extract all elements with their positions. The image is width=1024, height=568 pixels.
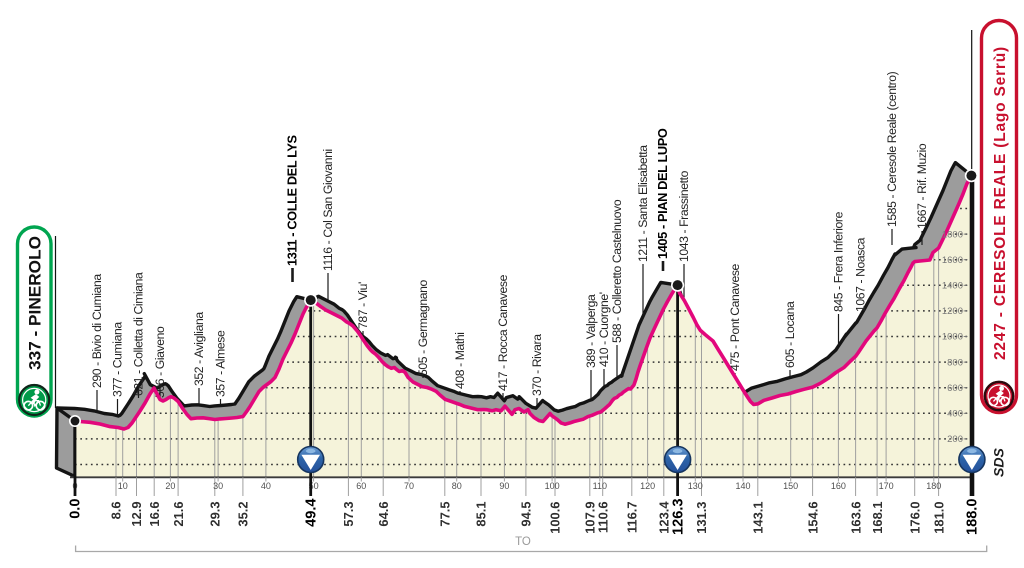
svg-text:787 - Viu': 787 - Viu' xyxy=(356,282,370,329)
svg-text:2247 - CERESOLE REALE (Lago Se: 2247 - CERESOLE REALE (Lago Serrù) xyxy=(992,46,1009,360)
svg-text:588 - Colleretto Castelnuovo: 588 - Colleretto Castelnuovo xyxy=(610,199,624,343)
svg-text:600: 600 xyxy=(947,383,963,394)
svg-text:85.1: 85.1 xyxy=(474,502,489,527)
svg-text:370 - Rivara: 370 - Rivara xyxy=(530,334,544,396)
svg-text:110: 110 xyxy=(593,481,607,491)
svg-text:140: 140 xyxy=(735,481,750,491)
svg-text:0.0: 0.0 xyxy=(68,499,84,519)
svg-text:176.0: 176.0 xyxy=(907,502,922,534)
svg-text:SDS: SDS xyxy=(991,448,1007,477)
svg-text:20: 20 xyxy=(165,481,175,491)
svg-text:10: 10 xyxy=(118,481,128,491)
svg-text:29.3: 29.3 xyxy=(208,502,223,527)
svg-text:400: 400 xyxy=(947,409,963,420)
svg-text:1200: 1200 xyxy=(942,306,963,317)
svg-text:107.9: 107.9 xyxy=(583,502,598,534)
svg-text:90: 90 xyxy=(499,481,509,491)
svg-text:1311 - COLLE DEL LYS: 1311 - COLLE DEL LYS xyxy=(285,134,300,266)
svg-text:188.0: 188.0 xyxy=(965,499,981,536)
svg-text:605 - Locana: 605 - Locana xyxy=(783,301,797,368)
svg-text:70: 70 xyxy=(404,481,414,491)
svg-text:116.7: 116.7 xyxy=(625,502,640,534)
svg-text:1211 - Santa Elisabetta: 1211 - Santa Elisabetta xyxy=(636,145,650,262)
svg-text:154.6: 154.6 xyxy=(805,502,820,534)
svg-text:290 - Bivio di Cumiana: 290 - Bivio di Cumiana xyxy=(90,274,104,388)
svg-text:40: 40 xyxy=(261,481,271,491)
svg-text:621 - Colletta di Cimiana: 621 - Colletta di Cimiana xyxy=(132,272,146,396)
svg-text:60: 60 xyxy=(356,481,366,491)
svg-text:130: 130 xyxy=(688,481,703,491)
svg-text:77.5: 77.5 xyxy=(438,502,453,527)
svg-text:475 - Pont Canavese: 475 - Pont Canavese xyxy=(728,263,742,371)
svg-text:120: 120 xyxy=(640,481,655,491)
svg-text:126.3: 126.3 xyxy=(670,499,686,536)
svg-text:181.0: 181.0 xyxy=(931,502,946,534)
svg-text:506 - Giaveno: 506 - Giaveno xyxy=(153,326,167,398)
svg-text:170: 170 xyxy=(879,481,894,491)
svg-text:408 - Mathi: 408 - Mathi xyxy=(453,332,467,389)
svg-text:12.9: 12.9 xyxy=(129,502,144,527)
svg-text:1585 - Ceresole Reale (centro): 1585 - Ceresole Reale (centro) xyxy=(885,71,899,227)
svg-text:150: 150 xyxy=(783,481,798,491)
svg-text:1600: 1600 xyxy=(942,255,963,266)
svg-text:131.3: 131.3 xyxy=(694,502,709,534)
svg-text:1405 - PIAN DEL LUPO: 1405 - PIAN DEL LUPO xyxy=(655,128,670,259)
svg-text:410 - Cuorgne': 410 - Cuorgne' xyxy=(597,292,611,367)
svg-text:357 - Almese: 357 - Almese xyxy=(214,330,228,397)
svg-text:TO: TO xyxy=(515,536,531,548)
svg-text:1043 - Frassinetto: 1043 - Frassinetto xyxy=(677,170,691,262)
svg-text:1067 - Noasca: 1067 - Noasca xyxy=(854,237,868,312)
svg-text:123.4: 123.4 xyxy=(657,501,672,534)
svg-text:1800: 1800 xyxy=(942,229,963,240)
svg-text:64.6: 64.6 xyxy=(376,502,391,527)
svg-text:389 - Valperga: 389 - Valperga xyxy=(584,294,598,368)
svg-text:8.6: 8.6 xyxy=(109,502,124,520)
svg-text:163.6: 163.6 xyxy=(848,502,863,534)
svg-text:1116 - Col San Giovanni: 1116 - Col San Giovanni xyxy=(321,149,335,271)
svg-text:417 - Rocca Canavese: 417 - Rocca Canavese xyxy=(496,274,510,391)
svg-text:180: 180 xyxy=(926,481,941,491)
svg-text:94.5: 94.5 xyxy=(519,502,534,527)
svg-text:200: 200 xyxy=(947,434,963,445)
svg-text:143.1: 143.1 xyxy=(751,502,766,534)
svg-text:110.6: 110.6 xyxy=(595,502,610,534)
svg-text:337 - PINEROLO: 337 - PINEROLO xyxy=(26,236,45,370)
svg-text:800: 800 xyxy=(947,357,963,368)
svg-text:100.6: 100.6 xyxy=(548,502,563,534)
svg-text:352 - Avigliana: 352 - Avigliana xyxy=(192,312,206,386)
svg-text:377 - Cumiana: 377 - Cumiana xyxy=(111,322,125,397)
svg-text:50: 50 xyxy=(309,481,319,491)
svg-text:57.3: 57.3 xyxy=(341,502,356,527)
svg-text:168.1: 168.1 xyxy=(870,502,885,534)
svg-text:845 - Frera Inferiore: 845 - Frera Inferiore xyxy=(832,211,846,312)
svg-text:49.4: 49.4 xyxy=(303,498,319,527)
svg-text:21.6: 21.6 xyxy=(171,502,186,527)
svg-text:30: 30 xyxy=(213,481,223,491)
svg-text:80: 80 xyxy=(452,481,462,491)
svg-text:1000: 1000 xyxy=(942,332,963,343)
svg-text:1667 - Rif. Muzio: 1667 - Rif. Muzio xyxy=(915,143,929,229)
svg-text:16.6: 16.6 xyxy=(147,502,162,527)
svg-text:35.2: 35.2 xyxy=(236,502,251,527)
svg-text:505 - Germagnano: 505 - Germagnano xyxy=(416,279,430,376)
svg-text:1400: 1400 xyxy=(942,281,963,292)
svg-text:100: 100 xyxy=(545,481,560,491)
svg-text:160: 160 xyxy=(831,481,846,491)
